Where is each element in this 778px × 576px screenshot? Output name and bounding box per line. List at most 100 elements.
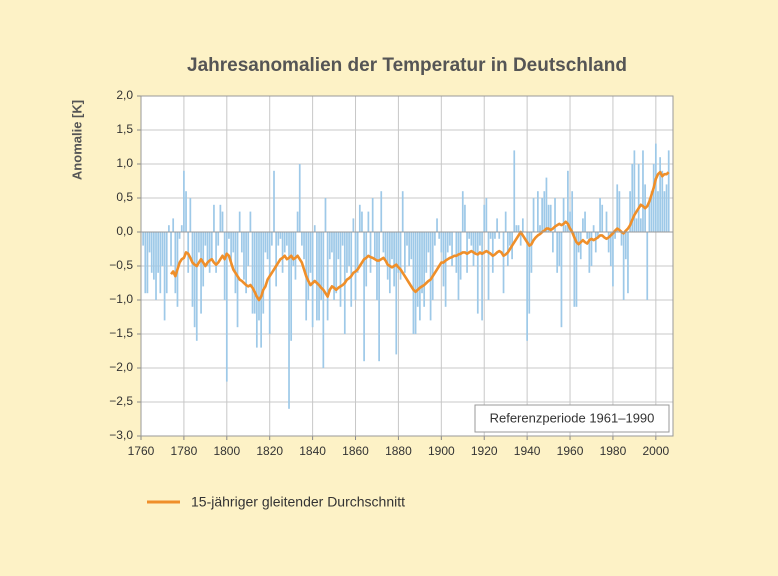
bar bbox=[206, 232, 209, 266]
bar bbox=[654, 143, 657, 232]
bar bbox=[279, 232, 282, 239]
bar bbox=[560, 232, 563, 328]
x-tick-label: 1980 bbox=[600, 444, 627, 458]
bar bbox=[333, 232, 335, 300]
bar bbox=[198, 232, 200, 253]
bar bbox=[388, 232, 391, 294]
bar bbox=[283, 232, 286, 253]
bar bbox=[155, 232, 157, 300]
bar bbox=[584, 211, 586, 232]
bar bbox=[459, 232, 462, 280]
bar bbox=[650, 191, 653, 232]
bar bbox=[564, 225, 567, 232]
bar bbox=[163, 232, 166, 321]
bar bbox=[592, 225, 595, 232]
bar bbox=[391, 232, 393, 260]
bar bbox=[543, 191, 546, 232]
bar bbox=[436, 218, 438, 232]
bar bbox=[380, 191, 383, 232]
bar bbox=[446, 232, 449, 253]
bar bbox=[579, 232, 582, 260]
bar bbox=[262, 232, 265, 314]
bar bbox=[384, 232, 387, 260]
bar bbox=[496, 218, 498, 232]
bar bbox=[243, 232, 245, 280]
bar bbox=[150, 232, 153, 273]
bar bbox=[661, 170, 664, 232]
bar bbox=[378, 232, 380, 362]
bar bbox=[397, 232, 400, 273]
bar bbox=[258, 232, 260, 321]
bar bbox=[268, 232, 271, 334]
bar bbox=[431, 232, 434, 300]
bar bbox=[185, 191, 187, 232]
bar bbox=[157, 232, 160, 273]
x-tick-label: 2000 bbox=[642, 444, 669, 458]
bar bbox=[412, 232, 415, 334]
bar bbox=[517, 225, 520, 232]
bar bbox=[631, 164, 634, 232]
y-tick-label: −1,0 bbox=[109, 292, 133, 306]
bar bbox=[479, 232, 481, 246]
bar bbox=[528, 232, 531, 314]
bar bbox=[556, 232, 559, 273]
bar bbox=[652, 164, 655, 232]
bar bbox=[395, 232, 398, 355]
bar bbox=[240, 232, 243, 253]
bar bbox=[639, 218, 642, 232]
bar bbox=[657, 191, 659, 232]
bar bbox=[307, 232, 310, 300]
bar bbox=[586, 232, 589, 239]
bar bbox=[170, 232, 172, 266]
bar bbox=[210, 232, 213, 260]
bar bbox=[204, 232, 207, 246]
bar bbox=[419, 232, 421, 321]
bar bbox=[277, 232, 280, 246]
bar bbox=[416, 232, 419, 307]
bar bbox=[457, 232, 460, 300]
bar bbox=[614, 232, 616, 239]
bar bbox=[599, 198, 601, 232]
bar bbox=[648, 198, 651, 232]
bar bbox=[180, 225, 183, 232]
bar bbox=[144, 232, 147, 294]
x-tick-label: 1960 bbox=[557, 444, 584, 458]
bar bbox=[148, 232, 151, 253]
bar bbox=[270, 232, 273, 246]
bar bbox=[309, 232, 312, 273]
bar bbox=[491, 232, 494, 273]
bar bbox=[161, 232, 164, 266]
bar bbox=[663, 191, 666, 232]
bar bbox=[470, 232, 473, 246]
bar bbox=[320, 232, 323, 300]
bar bbox=[298, 164, 301, 232]
bar bbox=[449, 232, 451, 246]
bar bbox=[358, 204, 361, 232]
chart-title: Jahresanomalien der Temperatur in Deutsc… bbox=[187, 55, 627, 76]
bar bbox=[573, 232, 576, 307]
bar bbox=[339, 232, 342, 307]
bar bbox=[369, 232, 372, 273]
bar bbox=[558, 232, 561, 266]
bar bbox=[545, 177, 548, 232]
bar bbox=[532, 198, 535, 232]
bar bbox=[481, 232, 483, 321]
bar bbox=[232, 232, 235, 253]
y-tick-label: 1,0 bbox=[116, 156, 133, 170]
bar bbox=[455, 232, 458, 273]
bar bbox=[142, 232, 145, 246]
bar bbox=[168, 225, 170, 232]
bar bbox=[427, 232, 430, 253]
bar bbox=[489, 232, 492, 239]
y-tick-label: 1,5 bbox=[116, 122, 133, 136]
bar bbox=[264, 232, 267, 253]
bar bbox=[253, 232, 256, 314]
bar bbox=[567, 170, 569, 232]
bar bbox=[301, 232, 303, 246]
bar bbox=[191, 232, 194, 307]
bar bbox=[236, 232, 239, 328]
bar bbox=[642, 150, 644, 232]
bar bbox=[461, 191, 464, 232]
bar bbox=[513, 150, 516, 232]
